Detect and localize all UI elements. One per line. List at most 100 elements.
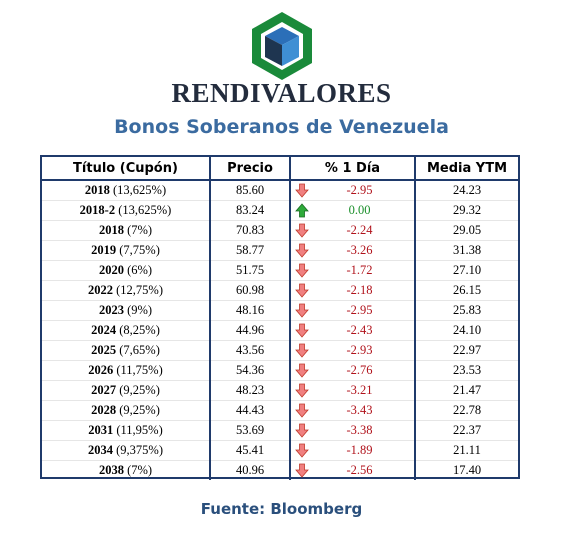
arrow-down-icon bbox=[295, 443, 309, 458]
bond-ytm-cell: 27.10 bbox=[415, 260, 518, 281]
arrow-down-icon bbox=[295, 243, 309, 258]
bond-change-cell: -2.76 bbox=[290, 360, 416, 381]
header-cambio: % 1 Día bbox=[290, 157, 416, 181]
bond-year: 2034 bbox=[88, 443, 113, 457]
bond-ytm-cell: 24.10 bbox=[415, 320, 518, 341]
bond-price-cell: 54.36 bbox=[210, 360, 291, 381]
bond-title-cell: 2038 (7%) bbox=[42, 460, 211, 480]
bond-ytm-cell: 25.83 bbox=[415, 300, 518, 321]
bond-ytm-cell: 31.38 bbox=[415, 240, 518, 261]
bond-change-cell: -3.26 bbox=[290, 240, 416, 261]
bond-change-value: -1.89 bbox=[346, 443, 373, 457]
bond-ytm-cell: 24.23 bbox=[415, 180, 518, 201]
arrow-down-icon bbox=[295, 363, 309, 378]
bond-price-cell: 60.98 bbox=[210, 280, 291, 301]
bond-year: 2027 bbox=[91, 383, 117, 397]
bond-change-value: 0.00 bbox=[348, 203, 371, 217]
bond-change-value: -3.38 bbox=[346, 423, 373, 437]
bond-ytm-cell: 29.05 bbox=[415, 220, 518, 241]
arrow-down-icon bbox=[295, 263, 309, 278]
bond-year: 2025 bbox=[91, 343, 117, 357]
bond-coupon: (7,65%) bbox=[119, 343, 160, 357]
bond-year: 2024 bbox=[91, 323, 117, 337]
bond-year: 2018 bbox=[84, 183, 110, 197]
bond-price-cell: 51.75 bbox=[210, 260, 291, 281]
bond-ytm-cell: 21.47 bbox=[415, 380, 518, 401]
bond-coupon: (9%) bbox=[127, 303, 153, 317]
table-row: 2018-2 (13,625%) 83.24 0.00 29.32 bbox=[42, 200, 518, 221]
bond-change-cell: -3.38 bbox=[290, 420, 416, 441]
bond-price-cell: 70.83 bbox=[210, 220, 291, 241]
bond-title-cell: 2018 (7%) bbox=[42, 220, 211, 241]
table-row: 2027 (9,25%) 48.23 -3.21 21.47 bbox=[42, 380, 518, 401]
bond-change-cell: -2.93 bbox=[290, 340, 416, 361]
bonds-table: Título (Cupón) Precio % 1 Día Media YTM … bbox=[42, 157, 518, 480]
arrow-down-icon bbox=[295, 183, 309, 198]
bond-change-cell: -2.95 bbox=[290, 300, 416, 321]
bond-title-cell: 2027 (9,25%) bbox=[42, 380, 211, 401]
bond-year: 2019 bbox=[91, 243, 117, 257]
bond-price-cell: 58.77 bbox=[210, 240, 291, 261]
bond-change-cell: -2.43 bbox=[290, 320, 416, 341]
bond-price-cell: 43.56 bbox=[210, 340, 291, 361]
arrow-down-icon bbox=[295, 403, 309, 418]
table-row: 2019 (7,75%) 58.77 -3.26 31.38 bbox=[42, 240, 518, 261]
bond-change-cell: -1.89 bbox=[290, 440, 416, 461]
bond-coupon: (9,375%) bbox=[116, 443, 163, 457]
bond-change-cell: -2.18 bbox=[290, 280, 416, 301]
arrow-down-icon bbox=[295, 463, 309, 478]
bond-price-cell: 40.96 bbox=[210, 460, 291, 480]
table-row: 2023 (9%) 48.16 -2.95 25.83 bbox=[42, 300, 518, 321]
bond-change-value: -1.72 bbox=[346, 263, 373, 277]
bond-change-value: -3.26 bbox=[346, 243, 373, 257]
arrow-down-icon bbox=[295, 323, 309, 338]
bond-ytm-cell: 29.32 bbox=[415, 200, 518, 221]
bond-year: 2038 bbox=[98, 463, 124, 477]
bond-price-cell: 83.24 bbox=[210, 200, 291, 221]
table-row: 2031 (11,95%) 53.69 -3.38 22.37 bbox=[42, 420, 518, 441]
table-row: 2026 (11,75%) 54.36 -2.76 23.53 bbox=[42, 360, 518, 381]
bond-change-value: -2.76 bbox=[346, 363, 373, 377]
bond-change-cell: 0.00 bbox=[290, 200, 416, 221]
bond-title-cell: 2028 (9,25%) bbox=[42, 400, 211, 421]
bond-ytm-cell: 22.97 bbox=[415, 340, 518, 361]
bond-title-cell: 2024 (8,25%) bbox=[42, 320, 211, 341]
table-body: 2018 (13,625%) 85.60 -2.95 24.23 2018-2 (13,… bbox=[42, 180, 518, 480]
bond-ytm-cell: 23.53 bbox=[415, 360, 518, 381]
bond-coupon: (8,25%) bbox=[119, 323, 160, 337]
bond-change-value: -2.95 bbox=[346, 183, 373, 197]
table-row: 2018 (7%) 70.83 -2.24 29.05 bbox=[42, 220, 518, 241]
table-row: 2018 (13,625%) 85.60 -2.95 24.23 bbox=[42, 180, 518, 201]
bond-title-cell: 2034 (9,375%) bbox=[42, 440, 211, 461]
bonds-table-container: Título (Cupón) Precio % 1 Día Media YTM … bbox=[40, 155, 520, 480]
bond-title-cell: 2026 (11,75%) bbox=[42, 360, 211, 381]
bond-year: 2022 bbox=[88, 283, 113, 297]
table-row: 2028 (9,25%) 44.43 -3.43 22.78 bbox=[42, 400, 518, 421]
bond-change-cell: -2.24 bbox=[290, 220, 416, 241]
bond-title-cell: 2019 (7,75%) bbox=[42, 240, 211, 261]
bond-ytm-cell: 26.15 bbox=[415, 280, 518, 301]
table-row: 2024 (8,25%) 44.96 -2.43 24.10 bbox=[42, 320, 518, 341]
bond-title-cell: 2022 (12,75%) bbox=[42, 280, 211, 301]
bond-change-value: -2.56 bbox=[346, 463, 373, 477]
bond-change-value: -2.24 bbox=[346, 223, 373, 237]
table-row: 2020 (6%) 51.75 -1.72 27.10 bbox=[42, 260, 518, 281]
bond-change-value: -3.43 bbox=[346, 403, 373, 417]
arrow-down-icon bbox=[295, 383, 309, 398]
bond-title-cell: 2018 (13,625%) bbox=[42, 180, 211, 201]
bond-change-cell: -3.21 bbox=[290, 380, 416, 401]
bond-change-cell: -2.56 bbox=[290, 460, 416, 480]
header-ytm: Media YTM bbox=[415, 157, 518, 181]
bond-coupon: (7%) bbox=[127, 463, 153, 477]
table-header-row: Título (Cupón) Precio % 1 Día Media YTM bbox=[42, 157, 518, 181]
bond-year: 2018-2 bbox=[79, 203, 116, 217]
bond-year: 2028 bbox=[91, 403, 117, 417]
bond-ytm-cell: 22.78 bbox=[415, 400, 518, 421]
bond-coupon: (13,625%) bbox=[113, 183, 167, 197]
bond-change-value: -2.95 bbox=[346, 303, 373, 317]
bond-change-value: -3.21 bbox=[346, 383, 373, 397]
bond-ytm-cell: 17.40 bbox=[452, 463, 482, 477]
bond-coupon: (9,25%) bbox=[119, 403, 160, 417]
arrow-down-icon bbox=[295, 303, 309, 318]
page-subtitle: Bonos Soberanos de Venezuela bbox=[114, 116, 449, 138]
